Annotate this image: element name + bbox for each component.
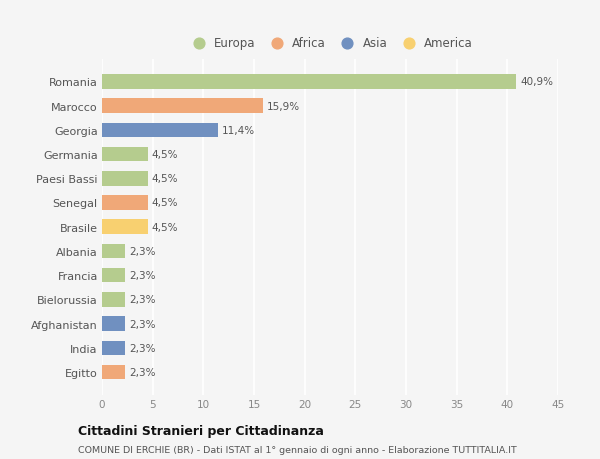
Bar bbox=[102, 269, 125, 283]
Text: 4,5%: 4,5% bbox=[152, 198, 178, 208]
Text: 2,3%: 2,3% bbox=[130, 295, 156, 305]
Bar bbox=[102, 147, 148, 162]
Bar bbox=[102, 75, 517, 90]
Bar bbox=[102, 172, 148, 186]
Text: 4,5%: 4,5% bbox=[152, 150, 178, 160]
Text: Cittadini Stranieri per Cittadinanza: Cittadini Stranieri per Cittadinanza bbox=[78, 424, 324, 437]
Text: 2,3%: 2,3% bbox=[130, 343, 156, 353]
Bar bbox=[102, 244, 125, 258]
Legend: Europa, Africa, Asia, America: Europa, Africa, Asia, America bbox=[182, 32, 478, 55]
Text: 2,3%: 2,3% bbox=[130, 246, 156, 257]
Text: 15,9%: 15,9% bbox=[267, 101, 300, 112]
Text: 2,3%: 2,3% bbox=[130, 367, 156, 377]
Text: 2,3%: 2,3% bbox=[130, 270, 156, 280]
Text: 4,5%: 4,5% bbox=[152, 174, 178, 184]
Bar bbox=[102, 292, 125, 307]
Bar bbox=[102, 196, 148, 210]
Text: 11,4%: 11,4% bbox=[221, 125, 254, 135]
Text: COMUNE DI ERCHIE (BR) - Dati ISTAT al 1° gennaio di ogni anno - Elaborazione TUT: COMUNE DI ERCHIE (BR) - Dati ISTAT al 1°… bbox=[78, 445, 517, 454]
Bar bbox=[102, 123, 218, 138]
Bar bbox=[102, 365, 125, 380]
Bar bbox=[102, 220, 148, 235]
Bar bbox=[102, 317, 125, 331]
Text: 2,3%: 2,3% bbox=[130, 319, 156, 329]
Bar bbox=[102, 99, 263, 113]
Text: 4,5%: 4,5% bbox=[152, 222, 178, 232]
Text: 40,9%: 40,9% bbox=[521, 77, 554, 87]
Bar bbox=[102, 341, 125, 355]
